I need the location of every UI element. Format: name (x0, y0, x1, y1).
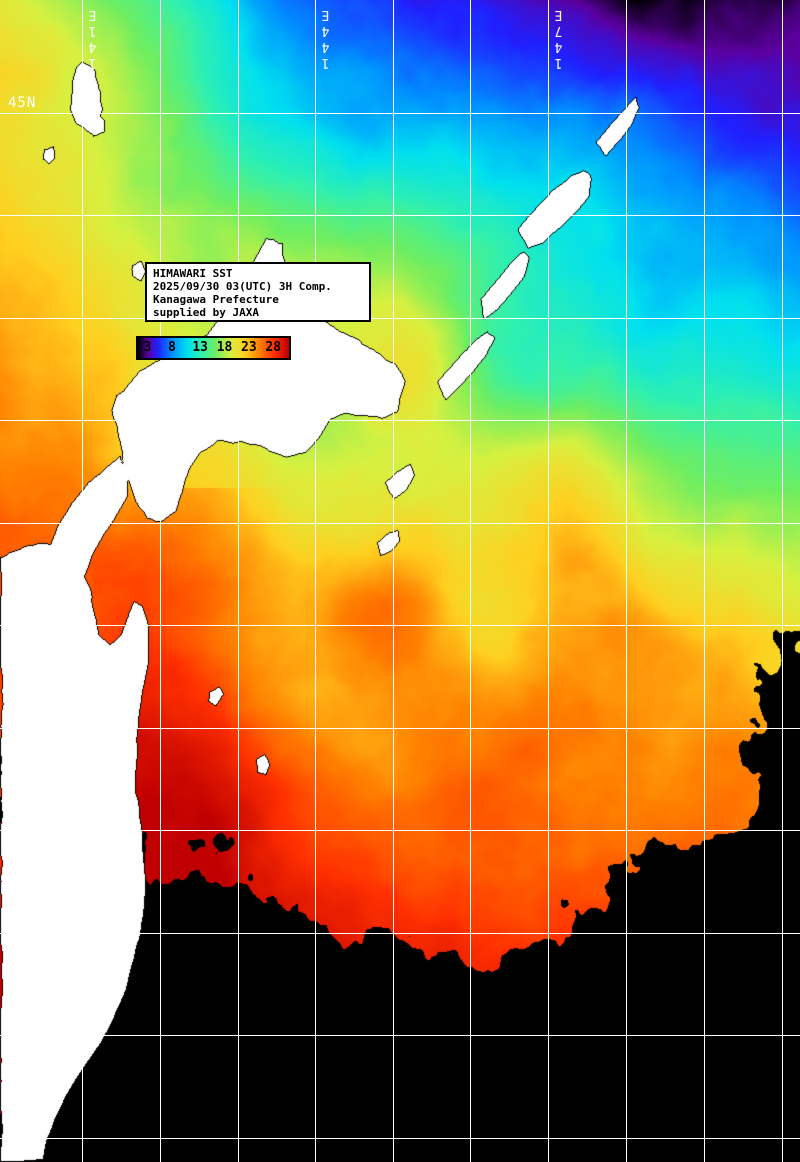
colorbar-gradient (138, 338, 289, 358)
sst-colorbar (136, 336, 291, 360)
product-title: HIMAWARI SST (153, 267, 233, 280)
product-region: Kanagawa Prefecture (153, 293, 279, 306)
product-datetime: 2025/09/30 03(UTC) 3H Comp. (153, 280, 332, 293)
product-source: supplied by JAXA (153, 306, 259, 319)
product-info-box: HIMAWARI SST 2025/09/30 03(UTC) 3H Comp.… (145, 262, 371, 322)
